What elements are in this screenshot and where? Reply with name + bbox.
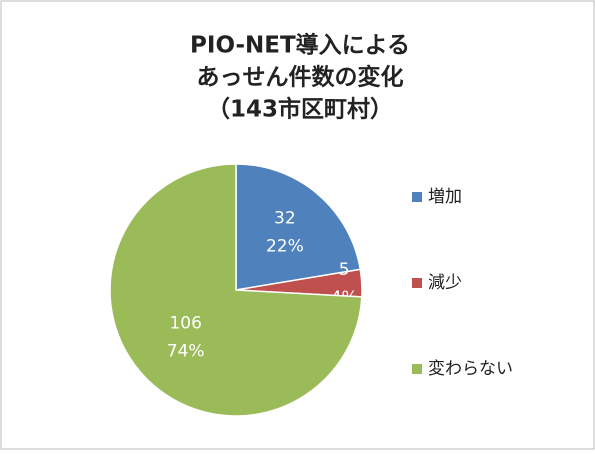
value-label: 32: [274, 208, 296, 228]
percent-label: 74%: [167, 342, 205, 362]
legend-swatch: [412, 278, 422, 288]
chart-title: PIO-NET導入による: [190, 32, 410, 59]
value-label: 106: [169, 314, 201, 334]
chart-title: あっせん件数の変化: [197, 64, 404, 91]
legend-label: 変わらない: [428, 359, 513, 379]
pie-slice: [235, 163, 362, 291]
legend-swatch: [412, 364, 422, 374]
percent-label: 22%: [266, 236, 304, 256]
pie-slice: [109, 163, 363, 417]
chart-title: （143市区町村）: [207, 96, 393, 123]
legend-label: 減少: [428, 273, 462, 293]
legend-label: 増加: [428, 187, 462, 207]
value-label: 5: [339, 260, 350, 280]
legend-swatch: [412, 192, 422, 202]
